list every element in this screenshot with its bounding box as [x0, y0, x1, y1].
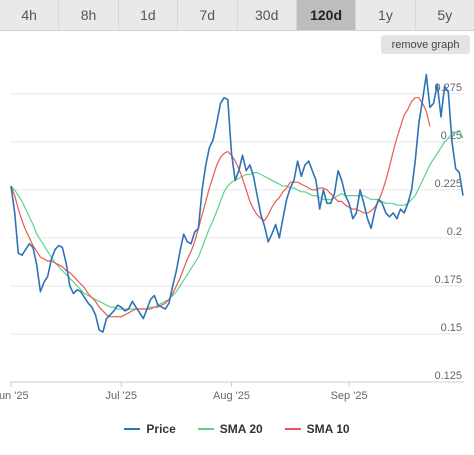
timeframe-tabbar: 4h 8h 1d 7d 30d 120d 1y 5y — [0, 0, 474, 31]
legend-item-sma-10[interactable]: SMA 10 — [284, 422, 350, 436]
tab-7d[interactable]: 7d — [178, 0, 238, 30]
remove-graph-button[interactable]: remove graph — [381, 35, 470, 54]
chart-legend: Price SMA 20 SMA 10 — [0, 420, 474, 438]
tab-4h[interactable]: 4h — [0, 0, 60, 30]
x-tick-label: Jun '25 — [0, 390, 29, 402]
tab-8h[interactable]: 8h — [59, 0, 119, 30]
legend-swatch-price — [124, 428, 141, 430]
tab-5y[interactable]: 5y — [437, 7, 453, 23]
x-tick-label: Aug '25 — [213, 390, 250, 402]
legend-swatch-sma-20 — [197, 428, 214, 430]
legend-swatch-sma-10 — [284, 428, 301, 430]
y-tick-label: 0.175 — [434, 274, 462, 286]
tab-1y[interactable]: 1y — [356, 0, 416, 30]
sma-20-series-line — [10, 129, 464, 310]
tab-30d[interactable]: 30d — [238, 0, 297, 30]
legend-label-sma-20: SMA 20 — [219, 422, 263, 436]
price-series-line — [10, 73, 464, 333]
legend-item-sma-20[interactable]: SMA 20 — [197, 422, 263, 436]
x-tick-label: Jul '25 — [106, 390, 137, 402]
sma-10-series-line — [10, 97, 431, 318]
legend-label-sma-10: SMA 10 — [306, 422, 350, 436]
legend-item-price[interactable]: Price — [124, 422, 176, 436]
tab-120d[interactable]: 120d — [296, 0, 357, 30]
y-tick-label: 0.225 — [434, 178, 462, 190]
x-tick-label: Sep '25 — [331, 390, 368, 402]
y-tick-label: 0.275 — [434, 82, 462, 94]
y-tick-label: 0.15 — [441, 322, 462, 334]
y-tick-label: 0.125 — [434, 370, 462, 382]
tab-1d[interactable]: 1d — [119, 0, 179, 30]
y-tick-label: 0.2 — [447, 226, 462, 238]
legend-label-price: Price — [146, 422, 176, 436]
